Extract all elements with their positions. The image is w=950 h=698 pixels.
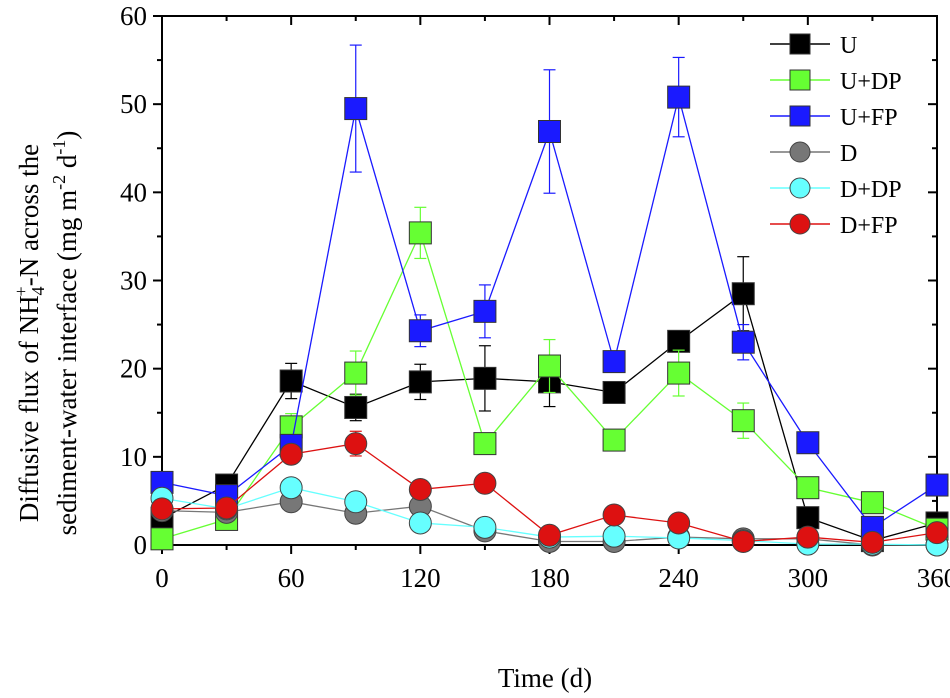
y-tick-label: 40 [120,177,147,207]
svg-text:sediment-water interface (mg m: sediment-water interface (mg m-2 d-1) [49,131,82,536]
series-u [150,256,949,553]
data-point [279,442,303,466]
data-point [473,299,497,323]
legend-item: D [770,141,857,167]
svg-text:Diffusive flux of NH4+-N acros: Diffusive flux of NH4+-N across the [11,144,48,522]
y-tick-label: 0 [134,530,148,560]
y-axis-title-line1-post: -N across the [14,144,44,286]
data-point [602,428,626,452]
legend-marker [789,69,811,91]
data-point [344,490,368,514]
data-point [860,491,884,515]
legend-item: D+DP [770,177,902,203]
data-point [408,221,432,245]
data-point [667,361,691,385]
legend-item: U+DP [770,69,902,95]
data-point [344,432,368,456]
data-point [731,282,755,306]
data-point [408,477,432,501]
x-tick-label: 180 [529,563,570,593]
x-tick-label: 120 [400,563,441,593]
y-tick-label: 10 [120,442,147,472]
legend-label: D+DP [840,177,902,203]
data-point [473,366,497,390]
data-point [344,361,368,385]
y-tick-label: 50 [120,89,147,119]
data-point [667,511,691,535]
legend-marker [789,213,811,235]
legend: U U+DP U+FP D D+DP D+FP [770,33,902,239]
y-axis-title-line2-sup1: -2 [49,175,69,190]
y-axis-title-line2-post: ) [52,131,82,140]
data-point [796,476,820,500]
data-point [731,330,755,354]
data-point [925,473,949,497]
legend-marker [789,141,811,163]
data-point [215,496,239,520]
series-layer [150,44,949,557]
data-point [667,85,691,109]
data-point [860,530,884,554]
data-point [731,409,755,433]
legend-label: U+FP [840,105,898,131]
data-point [538,354,561,378]
data-point [473,471,497,495]
x-tick-label: 0 [155,563,169,593]
x-tick-label: 240 [658,563,699,593]
series-u-fp [150,44,949,539]
axes-layer: 0 60 120 180 240 300 360 0 10 20 30 40 50 60 [120,1,950,593]
data-point [667,329,691,353]
y-tick-label: 30 [120,266,147,296]
data-point [408,319,432,343]
data-point [796,506,820,530]
legend-label: U [840,33,857,59]
y-axis-title-line1-pre: Diffusive flux of NH [14,295,44,522]
data-point [150,497,174,521]
legend-item: D+FP [770,213,898,239]
series-u-dp [150,206,949,551]
data-point [925,521,949,545]
legend-item: U [770,33,857,59]
data-point [344,97,368,121]
y-axis-title-line1-sub: 4 [28,286,48,295]
data-point [473,515,497,539]
data-point [602,380,626,404]
legend-label: D [840,141,857,167]
y-axis-title-line2-pre: sediment-water interface (mg m [52,190,82,536]
legend-label: D+FP [840,213,898,239]
x-axis-title: Time (d) [498,663,592,693]
y-axis-title: Diffusive flux of NH4+-N across the sedi… [11,131,82,536]
data-point [408,511,432,535]
x-tick-label: 60 [278,563,305,593]
legend-label: U+DP [840,69,902,95]
series-d-fp [150,430,949,554]
data-point [796,431,820,455]
data-point [473,432,497,456]
data-point [150,527,174,551]
data-point [602,350,626,374]
legend-marker [789,105,811,127]
data-point [408,370,432,394]
data-point [602,524,626,548]
data-point [344,395,368,419]
legend-marker [789,177,811,199]
data-point [279,369,303,393]
y-tick-label: 20 [120,354,147,384]
y-axis-title-line2-sup2: -1 [49,140,69,155]
data-point [538,119,561,143]
data-point [731,529,755,553]
y-tick-label: 60 [120,1,147,31]
legend-item: U+FP [770,105,898,131]
y-axis-title-line1-sup: + [11,286,31,296]
data-point [602,503,626,527]
data-point [538,523,561,547]
data-point [796,525,820,549]
data-point [279,476,303,500]
y-axis-title-line2-mid: d [52,154,82,175]
legend-marker [789,33,811,55]
x-tick-label: 300 [788,563,829,593]
x-tick-label: 360 [917,563,950,593]
